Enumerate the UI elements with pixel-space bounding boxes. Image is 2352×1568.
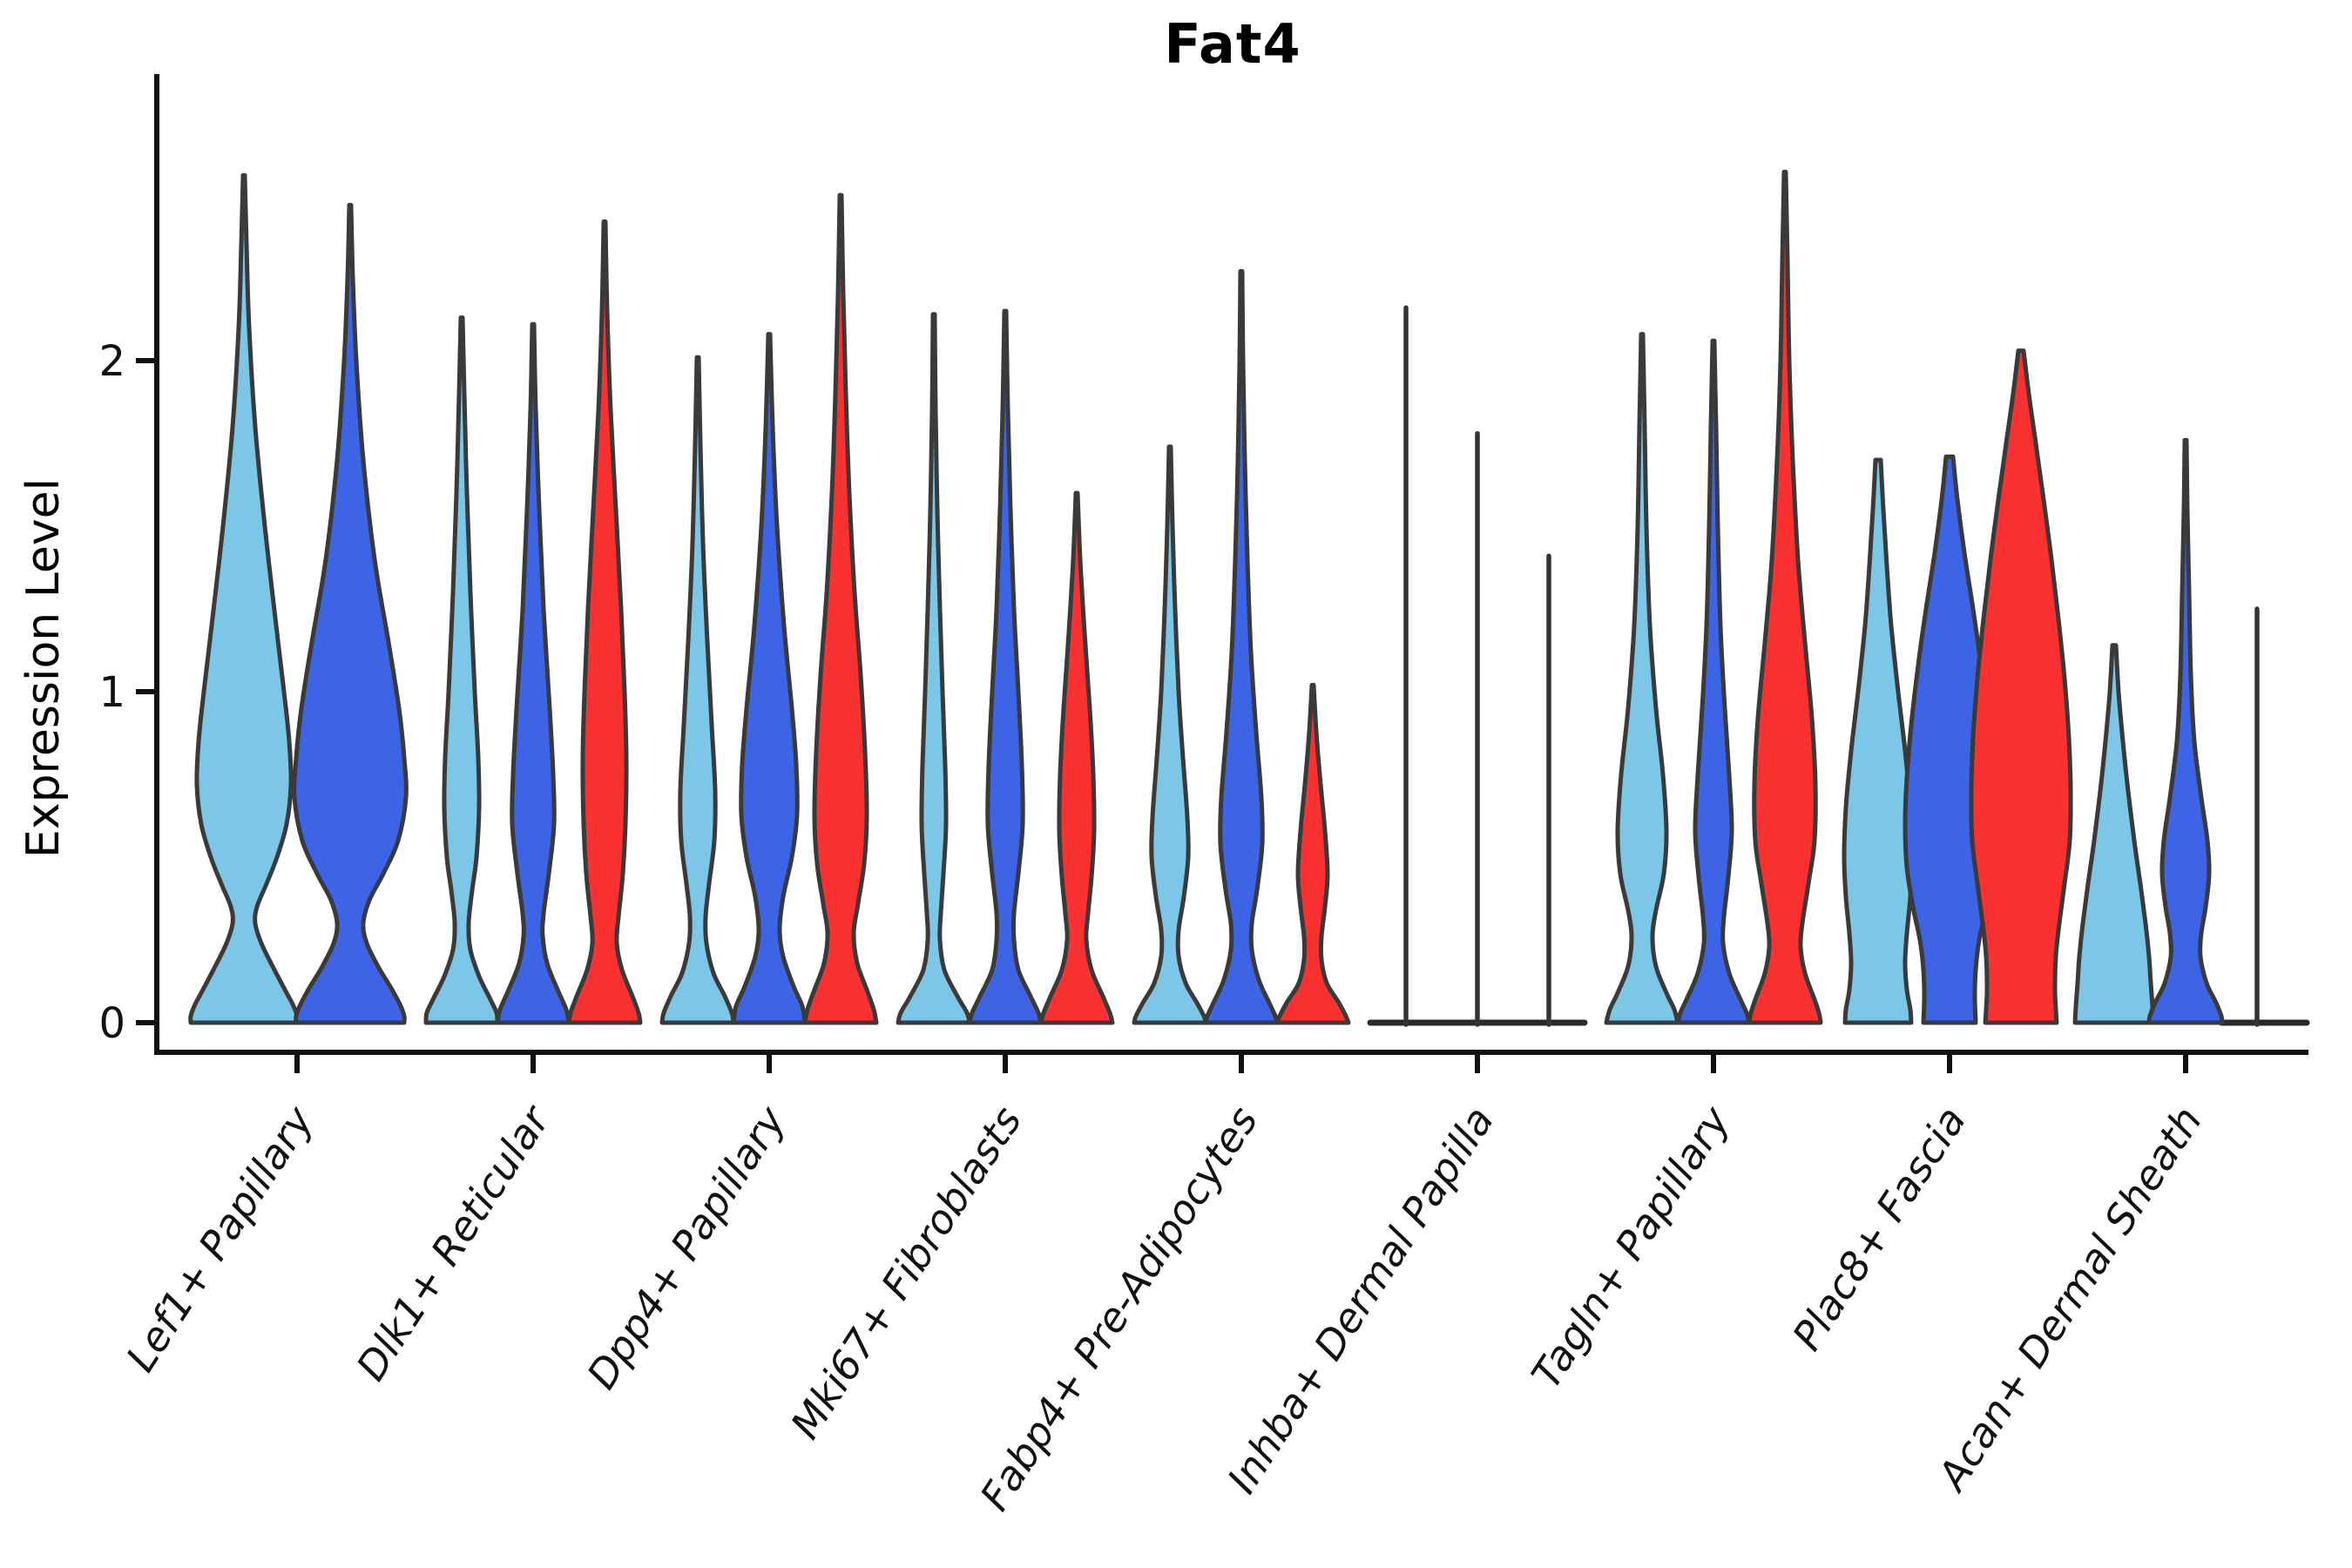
violin-4-royal_blue	[1203, 268, 1280, 1025]
x-axis-label: Inhba+ Dermal Papilla	[1218, 1098, 1503, 1502]
y-tick-label: 0	[98, 999, 125, 1048]
violin-6-royal_blue	[1675, 338, 1752, 1025]
violin-4-red	[1274, 682, 1351, 1025]
violin-7-red	[1969, 348, 2073, 1025]
violin-6-light_blue	[1604, 332, 1680, 1025]
violin-4-light_blue	[1132, 444, 1208, 1025]
violin-8-royal_blue	[2146, 437, 2225, 1025]
x-axis-label: Dlk1+ Reticular	[347, 1096, 559, 1389]
x-axis-label: Tagln+ Papillary	[1522, 1098, 1739, 1396]
violin-0-light_blue	[188, 172, 300, 1025]
violin-3-red	[1038, 490, 1115, 1025]
y-tick-label: 1	[98, 668, 125, 717]
violin-2-red	[802, 193, 879, 1025]
y-tick-label: 2	[98, 337, 125, 386]
x-axis-label: Fabp4+ Pre-Adipocytes	[970, 1098, 1267, 1519]
violin-8-light_blue	[2072, 643, 2156, 1025]
plot-title: Fat4	[1164, 12, 1301, 76]
violin-6-red	[1747, 169, 1823, 1025]
violin-1-royal_blue	[495, 321, 571, 1025]
x-axis-label: Acan+ Dermal Sheath	[1927, 1098, 2211, 1501]
violin-0-royal_blue	[292, 202, 409, 1025]
x-axis-label: Mki67+ Fibroblasts	[781, 1098, 1031, 1447]
violin-2-light_blue	[659, 355, 736, 1025]
violin-7-light_blue	[1842, 457, 1915, 1025]
violin-1-red	[566, 219, 643, 1025]
violin-1-light_blue	[423, 315, 500, 1025]
x-axis-label: Lef1+ Papillary	[117, 1098, 323, 1380]
violin-2-royal_blue	[731, 332, 808, 1025]
violin-3-light_blue	[896, 312, 972, 1025]
x-axis-label: Plac8+ Fascia	[1783, 1098, 1975, 1359]
violin-3-royal_blue	[967, 308, 1044, 1025]
x-axis-label: Dpp4+ Papillary	[578, 1098, 794, 1397]
